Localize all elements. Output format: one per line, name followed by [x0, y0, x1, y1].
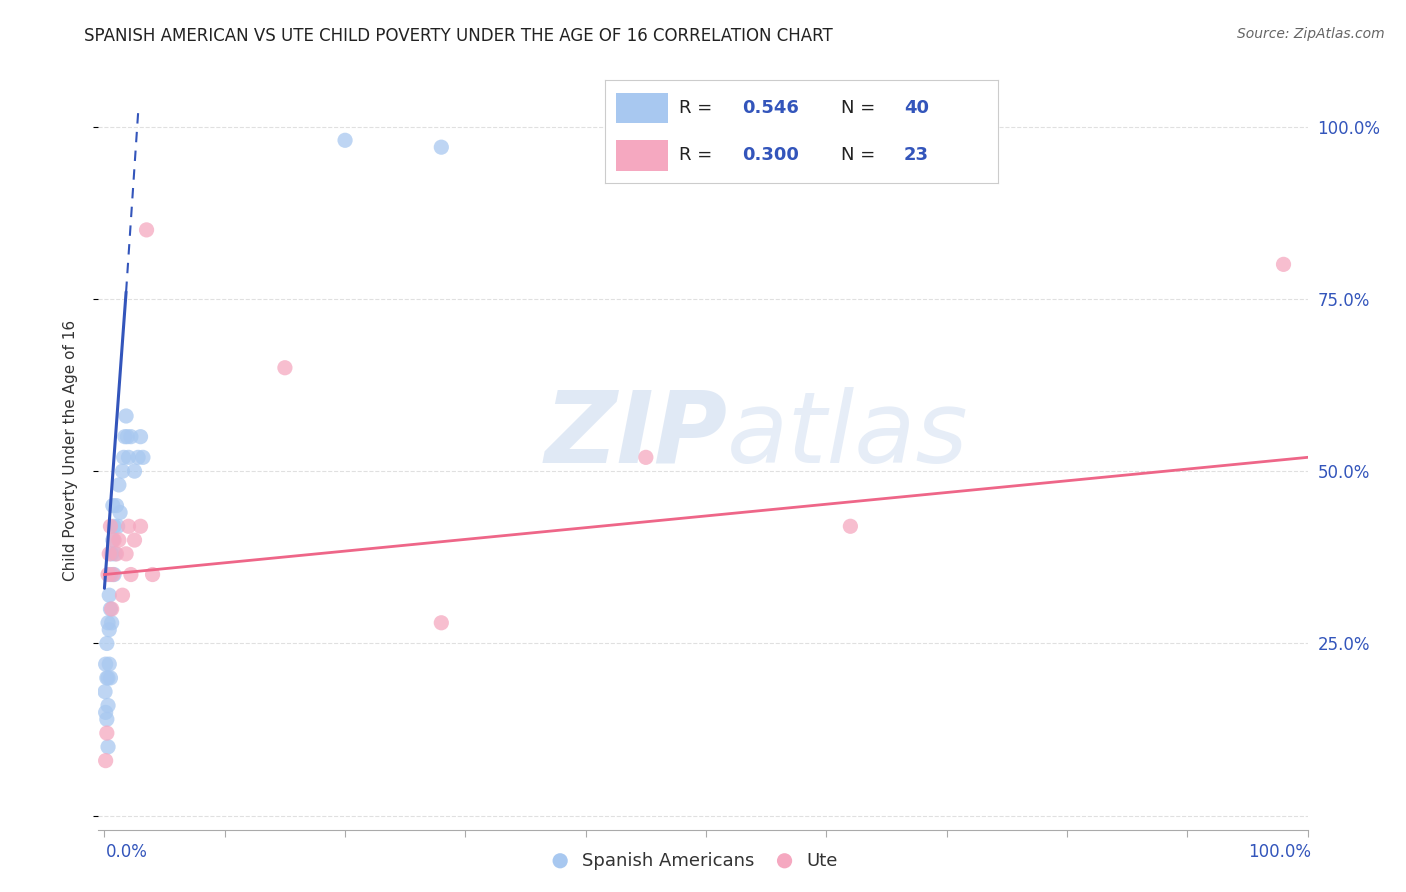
Text: Ute: Ute: [806, 852, 838, 870]
Point: [100, 519, 122, 533]
Text: R =: R =: [679, 146, 718, 164]
Point: [94, 684, 117, 698]
Point: [142, 567, 165, 582]
Point: [98, 588, 121, 602]
Y-axis label: Child Poverty Under the Age of 16: Child Poverty Under the Age of 16: [63, 320, 77, 581]
Point: [114, 430, 136, 444]
Point: [98, 623, 121, 637]
Point: [839, 519, 862, 533]
Point: [103, 519, 125, 533]
Point: [94, 657, 117, 672]
Point: [98, 657, 121, 672]
Text: atlas: atlas: [727, 387, 969, 483]
Point: [100, 602, 122, 616]
Text: 100.0%: 100.0%: [1249, 843, 1310, 861]
Text: 40: 40: [904, 99, 929, 117]
Text: Source: ZipAtlas.com: Source: ZipAtlas.com: [1237, 27, 1385, 41]
Point: [1272, 257, 1295, 271]
Point: [430, 140, 453, 154]
Text: 23: 23: [904, 146, 929, 164]
Point: [117, 519, 139, 533]
Point: [135, 223, 157, 237]
Point: [773, 854, 796, 868]
Point: [112, 450, 135, 465]
Point: [548, 854, 571, 868]
Point: [107, 519, 129, 533]
Point: [100, 547, 122, 561]
Point: [111, 588, 134, 602]
Point: [132, 450, 155, 465]
Text: N =: N =: [841, 146, 880, 164]
Point: [100, 567, 122, 582]
Point: [100, 671, 122, 685]
Point: [97, 698, 120, 713]
Point: [115, 547, 138, 561]
Point: [105, 499, 128, 513]
Point: [129, 430, 152, 444]
Point: [129, 519, 152, 533]
Point: [97, 615, 120, 630]
Point: [98, 547, 121, 561]
Point: [124, 464, 146, 478]
Point: [101, 567, 124, 582]
Point: [430, 615, 453, 630]
Point: [634, 450, 657, 465]
Point: [96, 726, 118, 740]
Point: [108, 533, 131, 547]
Point: [127, 450, 149, 465]
Point: [103, 533, 125, 547]
Point: [100, 615, 122, 630]
Point: [104, 547, 127, 561]
Point: [333, 133, 356, 147]
Point: [120, 430, 142, 444]
Point: [108, 506, 131, 520]
Point: [94, 706, 117, 720]
Text: ZIP: ZIP: [544, 387, 727, 483]
Point: [100, 602, 122, 616]
FancyBboxPatch shape: [616, 93, 668, 123]
Point: [96, 636, 118, 650]
Point: [120, 567, 142, 582]
Point: [97, 671, 120, 685]
Text: N =: N =: [841, 99, 880, 117]
Point: [94, 754, 117, 768]
Point: [101, 533, 124, 547]
Point: [274, 360, 297, 375]
Point: [124, 533, 146, 547]
Point: [103, 567, 125, 582]
Point: [105, 547, 128, 561]
Text: 0.546: 0.546: [742, 99, 799, 117]
FancyBboxPatch shape: [616, 140, 668, 170]
Text: Spanish Americans: Spanish Americans: [582, 852, 754, 870]
Point: [97, 739, 120, 754]
Text: SPANISH AMERICAN VS UTE CHILD POVERTY UNDER THE AGE OF 16 CORRELATION CHART: SPANISH AMERICAN VS UTE CHILD POVERTY UN…: [84, 27, 834, 45]
Text: 0.300: 0.300: [742, 146, 799, 164]
Point: [115, 409, 138, 423]
Point: [97, 567, 120, 582]
Point: [96, 712, 118, 726]
Point: [108, 478, 131, 492]
Point: [117, 430, 139, 444]
Point: [96, 671, 118, 685]
Point: [111, 464, 134, 478]
Point: [101, 499, 124, 513]
Text: R =: R =: [679, 99, 718, 117]
Point: [117, 450, 139, 465]
Text: 0.0%: 0.0%: [105, 843, 148, 861]
